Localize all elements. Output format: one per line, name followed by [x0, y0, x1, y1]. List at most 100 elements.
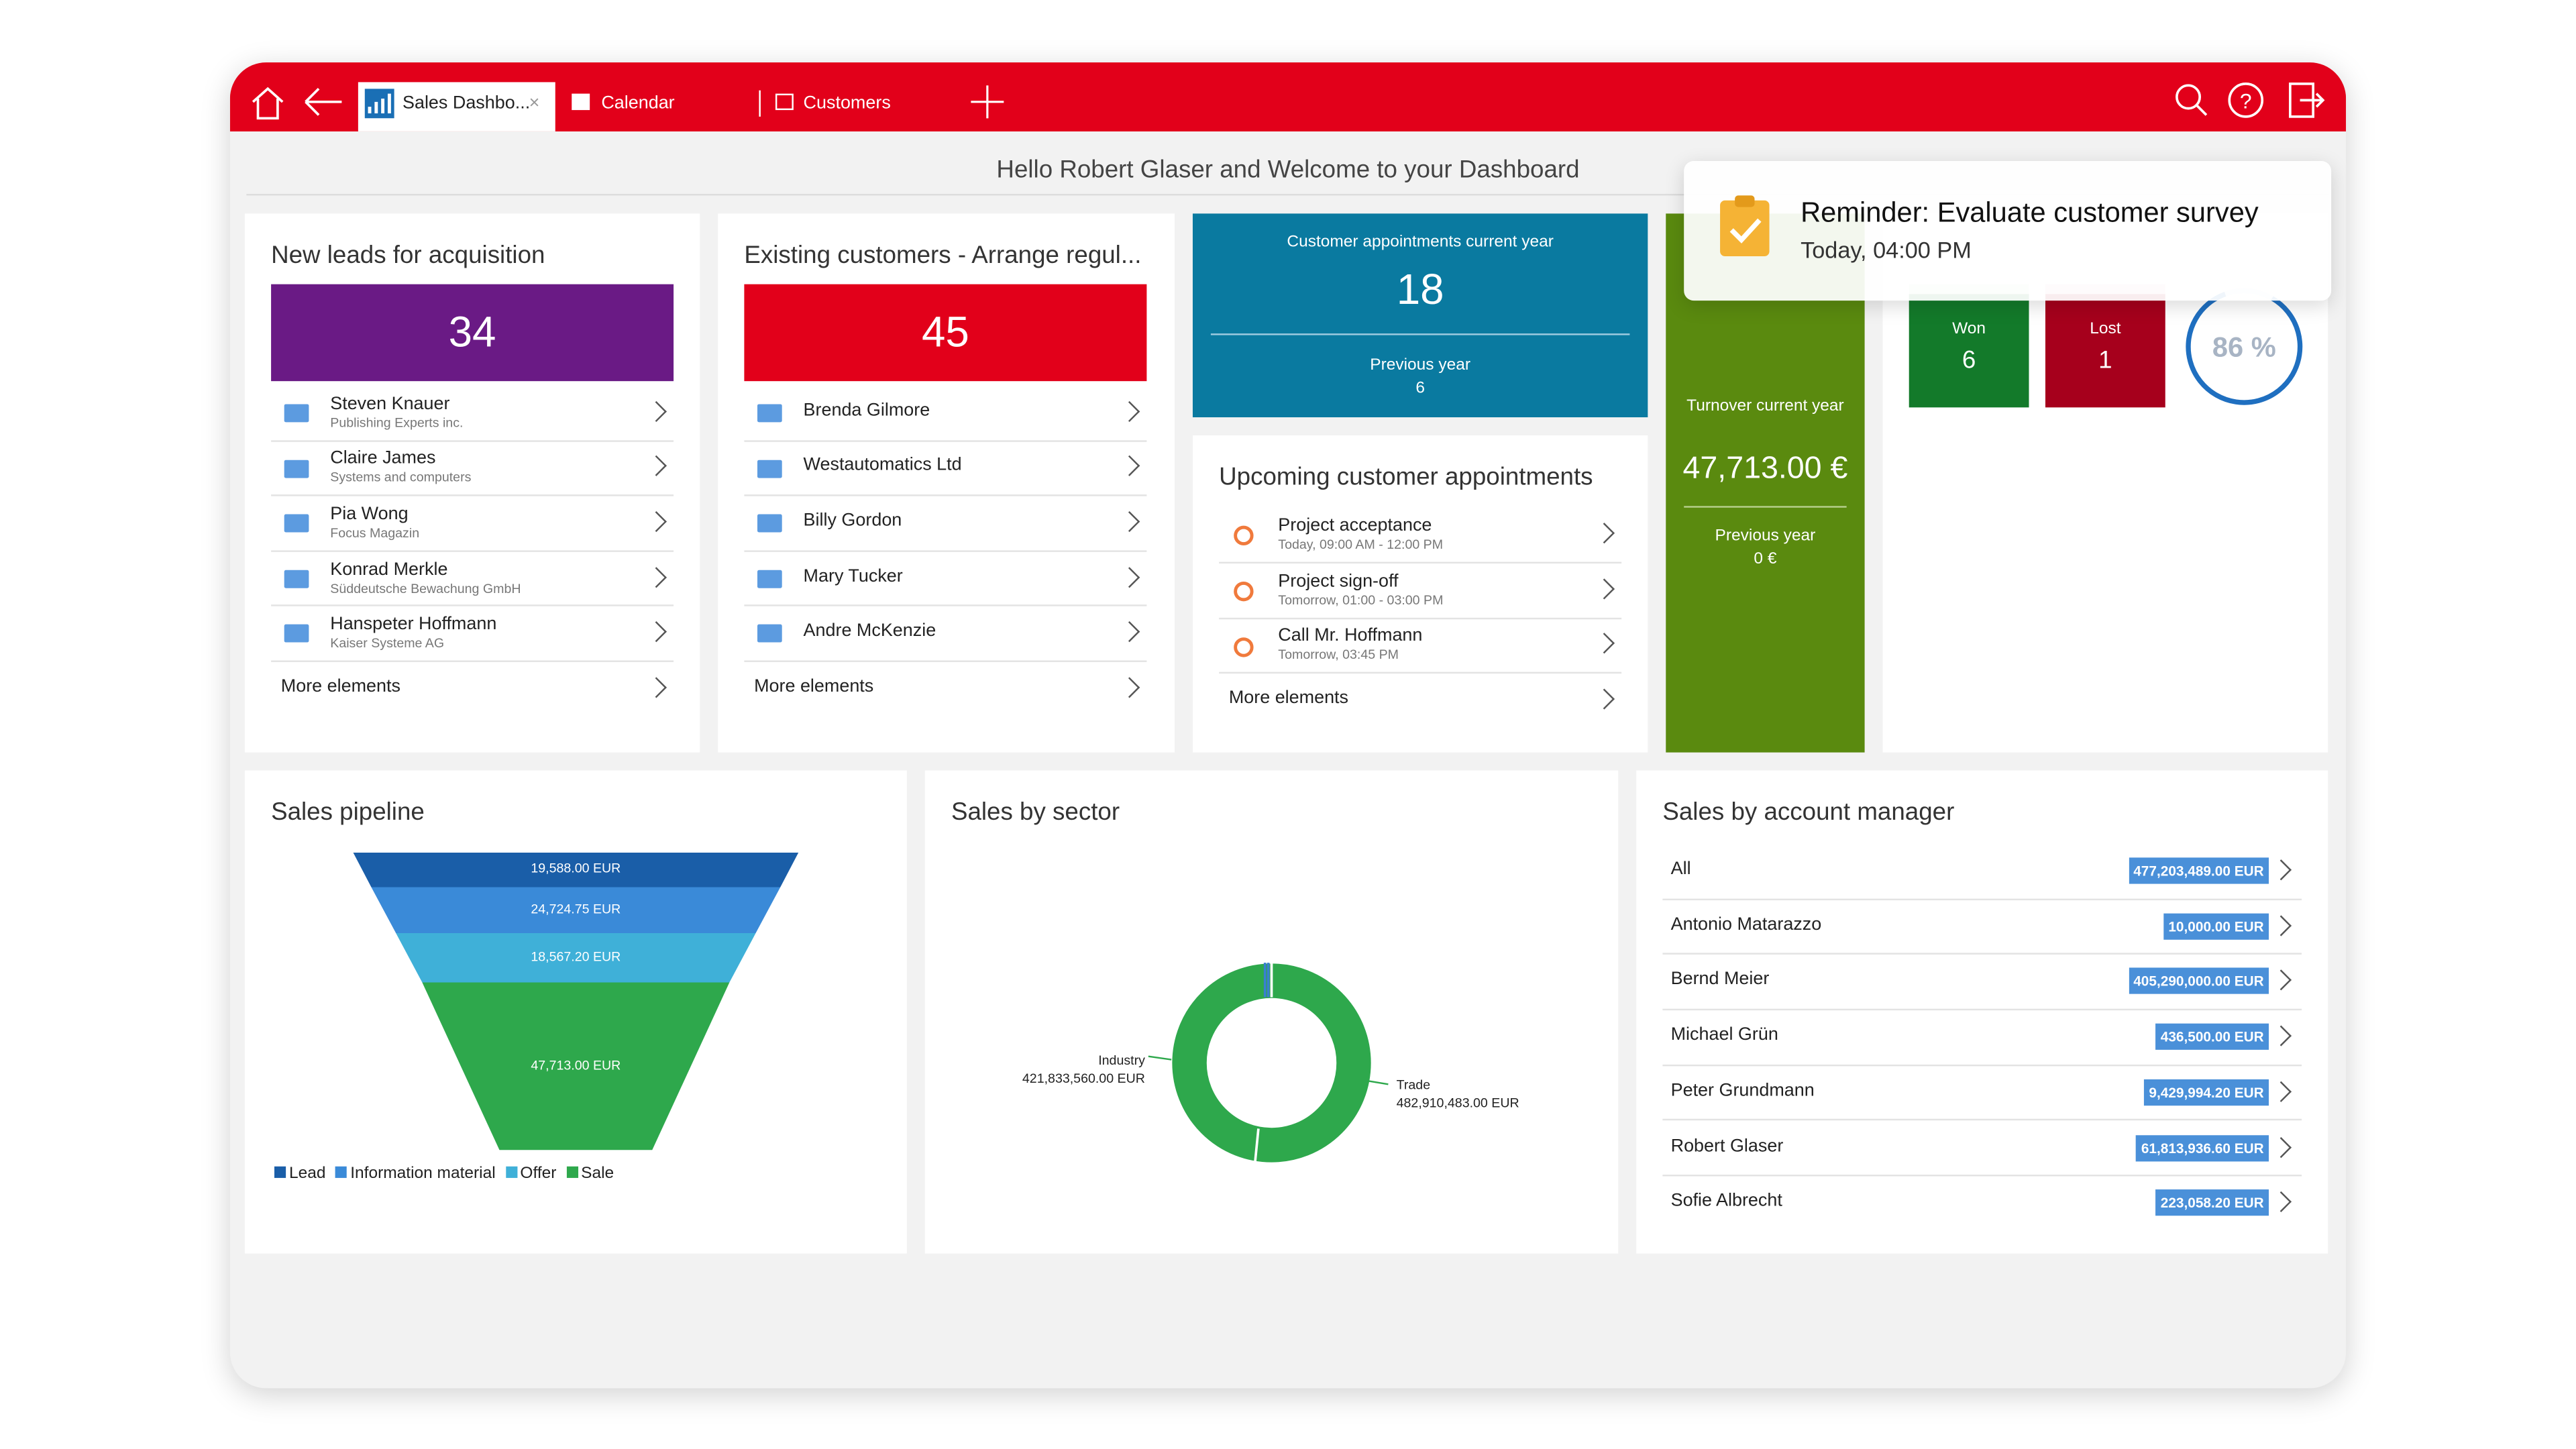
won-box[interactable]: Won 6: [1909, 294, 2029, 408]
more-row[interactable]: More elements: [271, 660, 674, 715]
list-row[interactable]: Brenda Gilmore: [744, 384, 1147, 441]
chevron: [2270, 1136, 2292, 1157]
manager-row[interactable]: Robert Glaser 61,813,936.60 EUR: [1662, 1120, 2302, 1177]
manager-row[interactable]: Peter Grundmann 9,429,994.20 EUR: [1662, 1064, 2302, 1122]
lost-box[interactable]: Lost 1: [2045, 294, 2165, 408]
chevron: [645, 400, 667, 422]
add-tab[interactable]: [969, 84, 1006, 120]
lead-count[interactable]: 34: [271, 284, 674, 382]
kpi-prev-value: 0 €: [1754, 550, 1777, 569]
reminder-title: Reminder: Evaluate customer survey: [1801, 197, 2259, 229]
row-name: Call Mr. Hoffmann: [1278, 627, 1423, 647]
tab-close[interactable]: ×: [529, 93, 540, 113]
list-row[interactable]: Project acceptance Today, 09:00 AM - 12:0…: [1219, 506, 1622, 564]
chevron: [1119, 676, 1140, 698]
lead-list: Steven Knauer Publishing Experts inc. Clai…: [271, 384, 674, 713]
sector-value: 482,910,483.00 EUR: [1396, 1095, 1519, 1111]
manager-row[interactable]: Antonio Matarazzo 10,000.00 EUR: [1662, 898, 2302, 955]
card-title: Sales by sector: [951, 798, 1120, 826]
lost-label: Lost: [2090, 320, 2121, 339]
row-sub: Süddeutsche Bewachung GmbH: [330, 580, 521, 596]
chevron: [1593, 633, 1615, 655]
manager-name: Peter Grundmann: [1670, 1080, 1815, 1101]
manager-name: Robert Glaser: [1670, 1136, 1784, 1156]
row-name: Steven Knauer: [330, 394, 450, 414]
row-sub: Tomorrow, 03:45 PM: [1278, 648, 1399, 663]
list-row[interactable]: Konrad Merkle Süddeutsche Bewachung GmbH: [271, 550, 674, 607]
funnel-segment[interactable]: [353, 853, 799, 888]
sector-name: Trade: [1396, 1077, 1431, 1093]
chevron: [645, 676, 667, 698]
legend-label: Offer: [520, 1165, 557, 1183]
manager-row[interactable]: Michael Grün 436,500.00 EUR: [1662, 1009, 2302, 1066]
svg-text:?: ?: [2240, 89, 2252, 113]
list-row[interactable]: Mary Tucker: [744, 550, 1147, 607]
toolbar-icons[interactable]: ?: [2172, 80, 2337, 120]
row-name: Project sign-off: [1278, 571, 1399, 591]
funnel-segment[interactable]: [422, 982, 730, 1150]
turnover-kpi[interactable]: Turnover current year 47,713.00 € Previo…: [1666, 213, 1865, 753]
more-row[interactable]: More elements: [744, 660, 1146, 715]
row-icon: [284, 404, 309, 423]
manager-list: All 477,203,489.00 EUR Antonio Matarazzo 10…: [1662, 843, 2302, 1237]
chevron: [1119, 400, 1140, 422]
more-elements: More elements: [1228, 688, 1349, 709]
chevron: [2270, 914, 2292, 936]
row-name: Billy Gordon: [803, 511, 902, 531]
legend-item[interactable]: Sale: [566, 1165, 614, 1183]
kpi-title: Turnover current year: [1686, 397, 1844, 416]
upcoming-list: Project acceptance Today, 09:00 AM - 12:0…: [1219, 506, 1622, 752]
funnel-label: 19,588.00 EUR: [531, 861, 621, 876]
appointments-kpi[interactable]: Customer appointments current year 18 Pr…: [1192, 213, 1648, 418]
funnel-segment[interactable]: [371, 887, 781, 934]
lost-value: 1: [2098, 346, 2112, 375]
funnel-labels: 19,588.00 EUR 24,724.75 EUR 18,567.20 EUR 4…: [245, 771, 907, 1254]
tab[interactable]: Customers: [759, 90, 891, 117]
row-name: Westautomatics Ltd: [803, 455, 962, 476]
leads-card: New leads for acquisition 34 Steven Knau…: [244, 213, 700, 753]
list-row[interactable]: Hanspeter Hoffmann Kaiser Systeme AG: [271, 605, 674, 662]
list-row[interactable]: Claire James Systems and computers: [271, 439, 674, 497]
chevron: [2270, 859, 2292, 881]
row-name: Pia Wong: [330, 504, 409, 525]
list-row[interactable]: Project sign-off Tomorrow, 01:00 - 03:00 …: [1219, 561, 1622, 619]
tab-label: Customers: [803, 93, 891, 113]
card-title: Existing customers - Arrange regul...: [744, 241, 1142, 270]
nav-icons[interactable]: [246, 82, 345, 121]
more-row[interactable]: More elements: [1219, 673, 1621, 729]
manager-value: 223,058.20 EUR: [2155, 1189, 2269, 1216]
chevron: [1119, 621, 1140, 643]
list-row[interactable]: Steven Knauer Publishing Experts inc.: [271, 384, 674, 441]
tab-active[interactable]: Sales Dashbo... ×: [358, 82, 555, 131]
chevron: [645, 455, 667, 477]
chevron: [1119, 455, 1140, 477]
funnel-segment[interactable]: [396, 933, 756, 983]
divider: [246, 193, 2330, 196]
manager-row[interactable]: Sofie Albrecht 223,058.20 EUR: [1662, 1175, 2302, 1230]
legend-label: Lead: [289, 1165, 326, 1183]
list-row[interactable]: Pia Wong Focus Magazin: [271, 495, 674, 552]
customer-count[interactable]: 45: [744, 284, 1147, 382]
manager-row[interactable]: All 477,203,489.00 EUR: [1662, 843, 2302, 900]
chevron: [645, 621, 667, 643]
manager-row[interactable]: Bernd Meier 405,290,000.00 EUR: [1662, 953, 2302, 1011]
legend-item[interactable]: Lead: [274, 1165, 326, 1183]
kpi-value: 47,713.00 €: [1682, 451, 1848, 486]
list-row[interactable]: Call Mr. Hoffmann Tomorrow, 03:45 PM: [1219, 617, 1622, 675]
legend-item[interactable]: Information material: [335, 1165, 496, 1183]
list-row[interactable]: Andre McKenzie: [744, 605, 1147, 662]
legend-item[interactable]: Offer: [505, 1165, 556, 1183]
list-row[interactable]: Westautomatics Ltd: [744, 439, 1147, 497]
upcoming-card: Upcoming customer appointments Project a…: [1192, 435, 1648, 753]
row-name: Hanspeter Hoffmann: [330, 614, 497, 635]
more-elements: More elements: [754, 676, 874, 696]
list-row[interactable]: Billy Gordon: [744, 495, 1147, 552]
kpi-divider: [1210, 333, 1630, 335]
card-title: Sales pipeline: [271, 798, 425, 826]
tab[interactable]: Calendar: [572, 82, 675, 131]
customer-list: Brenda Gilmore Westautomatics Ltd Billy Go…: [744, 384, 1147, 715]
manager-value: 10,000.00 EUR: [2163, 912, 2269, 940]
reminder-toast[interactable]: Reminder: Evaluate customer survey Today…: [1684, 161, 2332, 301]
kpi-prev-value: 6: [1415, 379, 1425, 398]
